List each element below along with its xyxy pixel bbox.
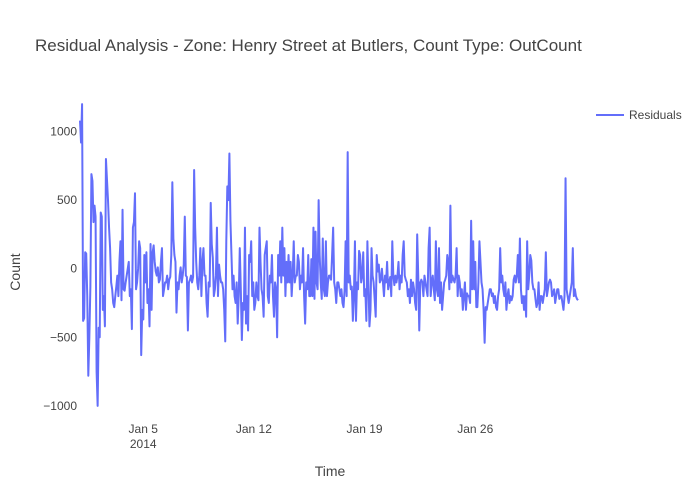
y-axis-ticks: 1000 500 0 −500 −1000 bbox=[43, 125, 77, 413]
chart-title: Residual Analysis - Zone: Henry Street a… bbox=[35, 36, 582, 55]
x-tick-sublabel: 2014 bbox=[130, 437, 157, 451]
y-tick-label: 500 bbox=[57, 193, 77, 207]
y-axis-title: Count bbox=[7, 253, 23, 290]
plot-area bbox=[79, 103, 579, 407]
x-tick-label: Jan 26 bbox=[457, 422, 493, 436]
y-tick-label: 0 bbox=[70, 262, 77, 276]
x-tick-label: Jan 5 bbox=[129, 422, 159, 436]
x-tick-label: Jan 19 bbox=[347, 422, 383, 436]
x-axis-title: Time bbox=[315, 463, 346, 479]
y-tick-label: −1000 bbox=[43, 399, 77, 413]
series-line-residuals[interactable] bbox=[79, 103, 579, 407]
legend-label-residuals: Residuals bbox=[629, 108, 682, 122]
y-tick-label: −500 bbox=[50, 330, 77, 344]
x-tick-label: Jan 12 bbox=[236, 422, 272, 436]
legend[interactable]: Residuals bbox=[596, 108, 682, 122]
y-tick-label: 1000 bbox=[50, 125, 77, 139]
